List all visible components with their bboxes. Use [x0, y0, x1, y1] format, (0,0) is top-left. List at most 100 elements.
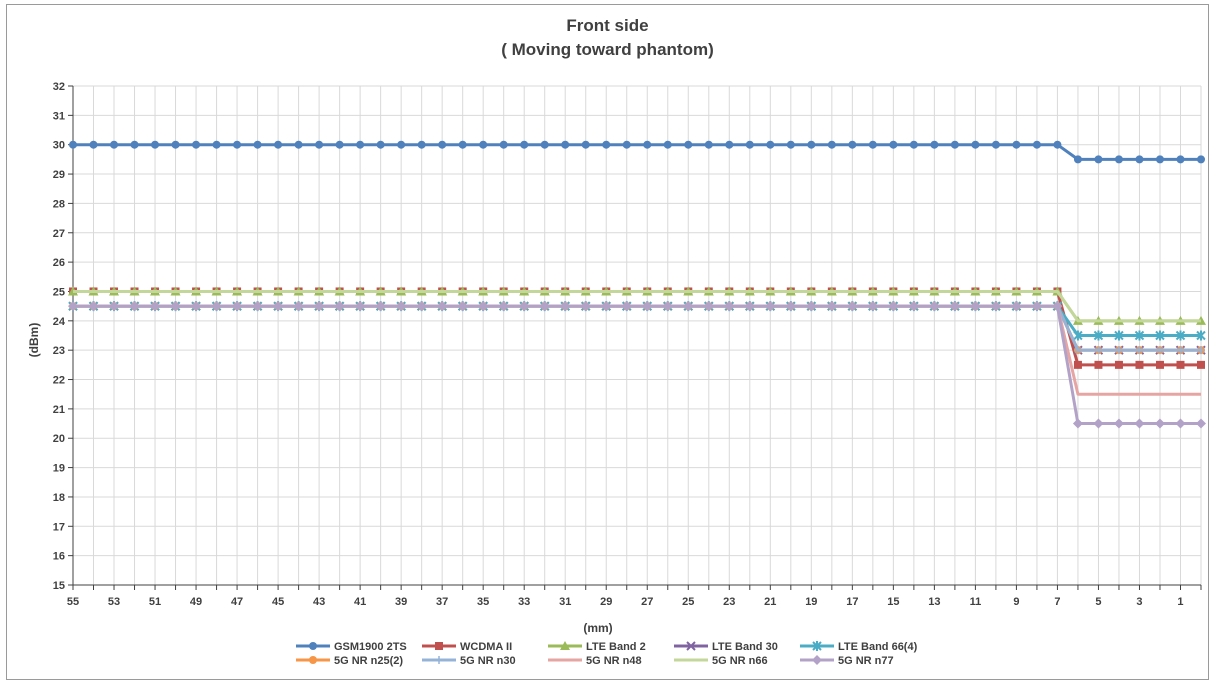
data-point	[888, 301, 899, 312]
x-tick-label: 29	[600, 596, 612, 608]
legend-item: LTE Band 2	[548, 641, 646, 653]
data-point	[315, 140, 324, 149]
series-line	[73, 304, 1201, 352]
x-tick-label: 11	[970, 596, 982, 608]
data-point	[1094, 155, 1103, 164]
grid-layer	[72, 85, 1202, 586]
data-point	[309, 642, 317, 650]
x-tick-label: 41	[354, 596, 366, 608]
data-point	[812, 655, 822, 665]
data-point	[1011, 301, 1022, 312]
x-tick-label: 9	[1013, 596, 1019, 608]
data-point	[622, 140, 631, 149]
y-tick-label: 15	[53, 580, 65, 592]
data-point	[930, 140, 939, 149]
data-point	[520, 140, 529, 149]
data-point	[1197, 346, 1205, 355]
series-gsm1900-2ts	[69, 140, 1205, 164]
data-point	[1094, 346, 1103, 355]
data-point	[1073, 330, 1083, 341]
data-point	[438, 140, 447, 149]
y-tick-label: 24	[53, 316, 66, 328]
data-point	[1155, 346, 1164, 355]
legend-label: 5G NR n30	[460, 655, 516, 667]
x-tick-label: 13	[928, 596, 940, 608]
data-point	[1031, 301, 1042, 312]
data-point	[396, 301, 407, 312]
data-point	[744, 301, 755, 312]
data-point	[971, 140, 980, 149]
series-line	[73, 289, 1201, 323]
data-point	[786, 140, 795, 149]
data-point	[130, 140, 139, 149]
x-tick-label: 37	[436, 596, 448, 608]
data-point	[192, 140, 201, 149]
legend-label: 5G NR n48	[586, 655, 642, 667]
data-point	[309, 656, 317, 664]
data-point	[970, 301, 981, 312]
data-point	[1135, 360, 1144, 369]
data-point	[745, 140, 754, 149]
data-point	[1175, 418, 1186, 429]
data-point	[621, 301, 632, 312]
data-point	[540, 140, 549, 149]
data-point	[1093, 418, 1104, 429]
series-5g-nr-n25-2-	[69, 302, 1205, 355]
data-point	[1135, 155, 1144, 164]
data-point	[435, 656, 443, 664]
data-point	[601, 301, 612, 312]
data-point	[1155, 330, 1165, 341]
data-point	[867, 301, 878, 312]
legend-item: 5G NR n48	[548, 655, 642, 667]
data-point	[806, 301, 817, 312]
data-point	[991, 140, 1000, 149]
data-point	[211, 301, 222, 312]
data-point	[1175, 330, 1186, 341]
series-lte-band-30	[68, 301, 1206, 355]
y-tick-label: 22	[53, 375, 65, 387]
data-point	[909, 140, 918, 149]
x-tick-label: 35	[477, 596, 489, 608]
data-point	[416, 301, 427, 312]
data-point	[1094, 360, 1103, 369]
data-point	[539, 301, 550, 312]
data-point	[334, 301, 345, 312]
y-tick-label: 18	[53, 492, 65, 504]
data-point	[69, 140, 77, 149]
data-point	[1073, 346, 1082, 355]
chart-title: Front side	[566, 16, 649, 35]
data-point	[375, 301, 386, 312]
legend-item: 5G NR n25(2)	[296, 655, 403, 667]
series-5g-nr-n66	[73, 289, 1201, 323]
data-point	[479, 140, 488, 149]
data-point	[1176, 360, 1185, 369]
legend-item: 5G NR n77	[800, 655, 894, 667]
data-point	[293, 301, 304, 312]
legend-item: LTE Band 30	[674, 641, 778, 653]
data-point	[232, 301, 243, 312]
data-point	[376, 140, 385, 149]
data-point	[478, 301, 489, 312]
y-tick-label: 19	[53, 463, 65, 475]
data-point	[581, 140, 590, 149]
data-point	[889, 140, 898, 149]
chart-subtitle: ( Moving toward phantom)	[501, 40, 714, 59]
data-point	[643, 140, 652, 149]
data-point	[233, 140, 242, 149]
x-tick-label: 33	[518, 596, 530, 608]
y-tick-label: 27	[53, 228, 65, 240]
y-tick-label: 20	[53, 433, 65, 445]
data-point	[950, 140, 959, 149]
series-line	[73, 304, 1201, 426]
y-axis-title: (dBm)	[27, 323, 41, 358]
data-point	[1032, 140, 1041, 149]
x-tick-label: 43	[313, 596, 325, 608]
legend-item: GSM1900 2TS	[296, 641, 407, 653]
data-point	[1012, 140, 1021, 149]
data-point	[785, 301, 796, 312]
legend-label: LTE Band 2	[586, 641, 646, 653]
x-tick-label: 3	[1136, 596, 1142, 608]
data-point	[499, 140, 508, 149]
data-point	[602, 140, 611, 149]
data-point	[457, 301, 468, 312]
